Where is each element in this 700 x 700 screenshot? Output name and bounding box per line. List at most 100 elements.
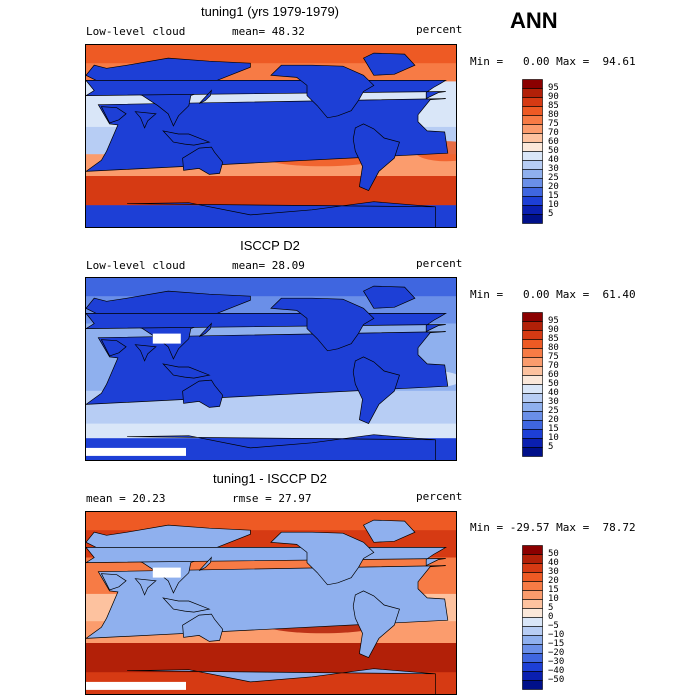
colorbar-tick-label: 25 bbox=[548, 173, 559, 183]
panel1-left-label: Low-level cloud bbox=[86, 25, 186, 38]
colorbar-tick-label: 10 bbox=[548, 594, 559, 604]
panel2-colorbar: 95 90 85 80 75 70 60 50 40 30 25 20 15 10 5 bbox=[522, 312, 582, 463]
colorbar-tick-label: 15 bbox=[548, 424, 559, 434]
colorbar-tick-label: 95 bbox=[548, 83, 559, 93]
colorbar-swatches bbox=[522, 545, 543, 690]
colorbar-swatch bbox=[522, 447, 543, 457]
colorbar-swatch bbox=[522, 626, 543, 636]
colorbar-tick-label: 85 bbox=[548, 101, 559, 111]
colorbar-swatch bbox=[522, 142, 543, 152]
colorbar-tick-label: 0 bbox=[548, 612, 554, 622]
colorbar-swatch bbox=[522, 393, 543, 403]
colorbar-swatch bbox=[522, 106, 543, 116]
season-label: ANN bbox=[510, 8, 558, 33]
colorbar-tick-label: −20 bbox=[548, 648, 565, 658]
panel2-center-label: mean= 28.09 bbox=[232, 259, 305, 272]
colorbar-swatch bbox=[522, 671, 543, 681]
colorbar-tick-label: 30 bbox=[548, 567, 559, 577]
colorbar-tick-label: 10 bbox=[548, 200, 559, 210]
panel2-map bbox=[85, 277, 457, 461]
colorbar-tick-label: 5 bbox=[548, 603, 554, 613]
colorbar-tick-label: 25 bbox=[548, 406, 559, 416]
colorbar-swatch bbox=[522, 348, 543, 358]
panel1-center-label: mean= 48.32 bbox=[232, 25, 305, 38]
colorbar-swatch bbox=[522, 644, 543, 654]
colorbar-swatch bbox=[522, 411, 543, 421]
colorbar-swatch bbox=[522, 115, 543, 125]
colorbar-tick-label: 30 bbox=[548, 164, 559, 174]
colorbar-swatch bbox=[522, 662, 543, 672]
colorbar-tick-label: −30 bbox=[548, 657, 565, 667]
colorbar-tick-label: 95 bbox=[548, 316, 559, 326]
colorbar-swatch bbox=[522, 196, 543, 206]
panel1-right-label: percent bbox=[416, 23, 463, 36]
panel3-colorbar: 50 40 30 20 15 10 5 0 −5 −10 −15 −20 −30 −40 −50 bbox=[522, 545, 582, 696]
colorbar-swatch bbox=[522, 545, 543, 555]
colorbar-swatches bbox=[522, 312, 543, 457]
colorbar-tick-label: 5 bbox=[548, 209, 554, 219]
panel2-map-field bbox=[86, 278, 456, 460]
colorbar-swatch bbox=[522, 79, 543, 89]
colorbar-tick-label: 80 bbox=[548, 110, 559, 120]
colorbar-swatch bbox=[522, 339, 543, 349]
colorbar-swatch bbox=[522, 88, 543, 98]
colorbar-swatch bbox=[522, 97, 543, 107]
colorbar-tick-label: 60 bbox=[548, 137, 559, 147]
colorbar-swatch bbox=[522, 635, 543, 645]
colorbar-swatch bbox=[522, 680, 543, 690]
colorbar-tick-label: 15 bbox=[548, 585, 559, 595]
panel3-right-label: percent bbox=[416, 490, 463, 503]
panel2-right-label: percent bbox=[416, 257, 463, 270]
colorbar-swatch bbox=[522, 169, 543, 179]
panel3-minmax: Min = -29.57 Max = 78.72 bbox=[470, 521, 636, 534]
colorbar-tick-label: 20 bbox=[548, 182, 559, 192]
panel1-map-field bbox=[86, 45, 456, 227]
colorbar-swatch bbox=[522, 160, 543, 170]
colorbar-swatch bbox=[522, 653, 543, 663]
panel3-map-field bbox=[86, 512, 456, 694]
colorbar-tick-label: −15 bbox=[548, 639, 565, 649]
colorbar-swatch bbox=[522, 205, 543, 215]
colorbar-tick-label: 30 bbox=[548, 397, 559, 407]
colorbar-tick-label: 80 bbox=[548, 343, 559, 353]
colorbar-swatch bbox=[522, 572, 543, 582]
colorbar-tick-label: 20 bbox=[548, 415, 559, 425]
colorbar-swatch bbox=[522, 402, 543, 412]
panel2-minmax: Min = 0.00 Max = 61.40 bbox=[470, 288, 636, 301]
colorbar-swatch bbox=[522, 178, 543, 188]
colorbar-tick-label: 75 bbox=[548, 119, 559, 129]
colorbar-swatch bbox=[522, 384, 543, 394]
colorbar-swatch bbox=[522, 599, 543, 609]
colorbar-swatch bbox=[522, 357, 543, 367]
colorbar-swatches bbox=[522, 79, 543, 224]
colorbar-swatch bbox=[522, 214, 543, 224]
colorbar-swatch bbox=[522, 366, 543, 376]
colorbar-tick-label: 60 bbox=[548, 370, 559, 380]
colorbar-tick-label: 20 bbox=[548, 576, 559, 586]
panel3-title: tuning1 - ISCCP D2 bbox=[213, 471, 327, 486]
panel1-minmax: Min = 0.00 Max = 94.61 bbox=[470, 55, 636, 68]
colorbar-swatch bbox=[522, 124, 543, 134]
colorbar-tick-label: 90 bbox=[548, 325, 559, 335]
panel2-left-label: Low-level cloud bbox=[86, 259, 186, 272]
colorbar-tick-label: −50 bbox=[548, 675, 565, 685]
colorbar-tick-label: 40 bbox=[548, 155, 559, 165]
colorbar-tick-label: 50 bbox=[548, 549, 559, 559]
colorbar-tick-label: 85 bbox=[548, 334, 559, 344]
colorbar-swatch bbox=[522, 590, 543, 600]
colorbar-tick-label: 50 bbox=[548, 146, 559, 156]
colorbar-swatch bbox=[522, 420, 543, 430]
panel2-title: ISCCP D2 bbox=[240, 238, 300, 253]
colorbar-tick-label: 50 bbox=[548, 379, 559, 389]
colorbar-swatch bbox=[522, 321, 543, 331]
colorbar-swatch bbox=[522, 187, 543, 197]
colorbar-tick-label: 70 bbox=[548, 128, 559, 138]
colorbar-tick-label: 40 bbox=[548, 388, 559, 398]
colorbar-swatch bbox=[522, 151, 543, 161]
colorbar-swatch bbox=[522, 133, 543, 143]
colorbar-swatch bbox=[522, 438, 543, 448]
colorbar-swatch bbox=[522, 312, 543, 322]
colorbar-swatch bbox=[522, 429, 543, 439]
colorbar-tick-label: 75 bbox=[548, 352, 559, 362]
colorbar-tick-label: 90 bbox=[548, 92, 559, 102]
